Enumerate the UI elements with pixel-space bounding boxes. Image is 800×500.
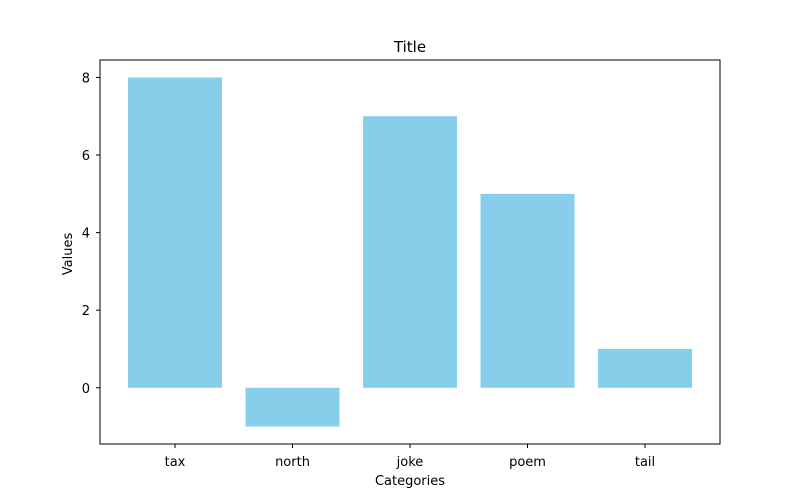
bar-poem <box>480 193 575 388</box>
bar-joke <box>363 116 457 388</box>
x-tick-label: joke <box>396 455 424 470</box>
plot-frame <box>99 59 721 445</box>
bar-tax <box>128 77 222 388</box>
x-axis-label: Categories <box>375 474 445 489</box>
chart-title: Title <box>393 38 426 56</box>
y-tick-label: 4 <box>82 227 90 242</box>
x-tick-label: tail <box>635 455 655 470</box>
bars-group <box>128 77 692 427</box>
x-axis-ticks: tax north joke poem tail <box>165 444 655 470</box>
y-tick-label: 6 <box>82 149 90 164</box>
y-tick-label: 0 <box>82 382 90 397</box>
bar-north <box>245 387 340 427</box>
y-axis-label: Values <box>61 233 76 276</box>
y-axis-ticks: 0 2 4 6 8 <box>82 71 100 397</box>
bar-tail <box>598 348 692 388</box>
x-tick-label: north <box>275 455 310 470</box>
x-tick-label: poem <box>509 455 546 470</box>
y-tick-label: 2 <box>82 304 90 319</box>
y-tick-label: 8 <box>82 71 90 86</box>
x-tick-label: tax <box>165 455 186 470</box>
